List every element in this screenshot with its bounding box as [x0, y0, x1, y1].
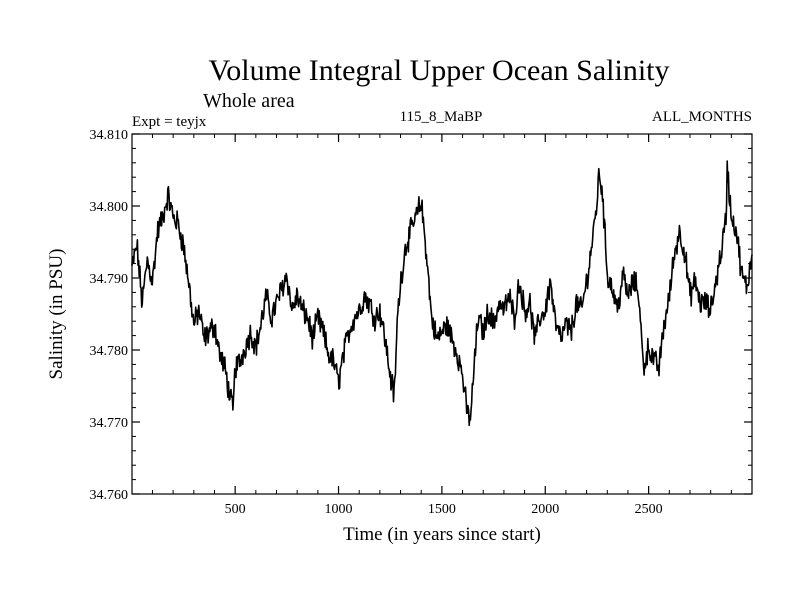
y-tick-label: 34.790 [90, 272, 129, 287]
y-tick-label: 34.780 [90, 344, 129, 359]
plot-frame [131, 133, 753, 495]
x-tick-label: 1500 [428, 502, 456, 517]
y-tick-label: 34.810 [90, 128, 129, 143]
chart-subtitle: Whole area [203, 90, 295, 112]
expt-label: Expt = teyjx [132, 114, 207, 130]
x-tick-label: 1000 [325, 502, 353, 517]
y-axis-ticks: 34.760 34.770 34.780 34.790 34.800 34.810 [90, 128, 752, 503]
x-tick-label: 2000 [531, 502, 559, 517]
y-tick-label: 34.770 [90, 416, 129, 431]
experiment-name: 115_8_MaBP [400, 109, 483, 125]
months-label: ALL_MONTHS [652, 109, 752, 125]
x-tick-label: 500 [225, 502, 246, 517]
y-axis-label: Salinity (in PSU) [46, 249, 67, 380]
y-tick-label: 34.800 [90, 200, 129, 215]
chart-title: Volume Integral Upper Ocean Salinity [209, 54, 670, 87]
y-tick-label: 34.760 [90, 488, 129, 503]
salinity-series-line [131, 160, 753, 427]
x-axis-ticks: 500 1000 1500 2000 2500 [151, 134, 732, 517]
x-axis-label: Time (in years since start) [343, 524, 541, 545]
x-tick-label: 2500 [635, 502, 663, 517]
